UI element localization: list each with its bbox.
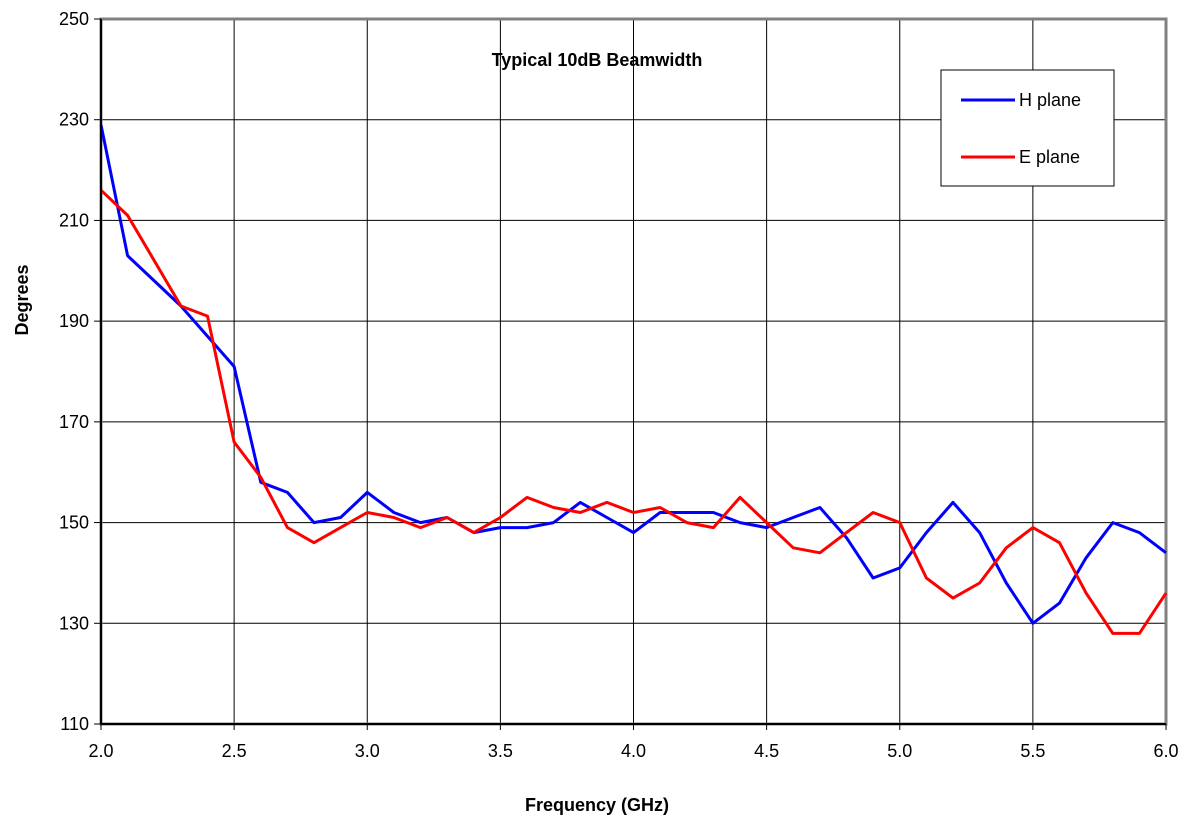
series-line-h-plane: [99, 124, 1167, 625]
x-tick-label: 4.5: [754, 741, 779, 761]
x-axis-title: Frequency (GHz): [525, 795, 669, 815]
y-axis-title: Degrees: [12, 264, 32, 335]
legend-label-e-plane: E plane: [1019, 147, 1080, 167]
series-line-e-plane: [99, 189, 1168, 635]
y-tick-label: 250: [59, 9, 89, 29]
x-tick-label: 4.0: [621, 741, 646, 761]
x-tick-label: 2.5: [222, 741, 247, 761]
y-tick-label: 110: [60, 714, 89, 734]
x-tick-label: 3.5: [488, 741, 513, 761]
axis-lines: [100, 19, 1166, 725]
legend-box: [940, 69, 1115, 187]
x-tick-label: 3.0: [355, 741, 380, 761]
y-tick-label: 130: [59, 613, 89, 633]
x-tick-label: 6.0: [1153, 741, 1178, 761]
y-tick-label: 170: [59, 412, 89, 432]
legend-label-h-plane: H plane: [1019, 90, 1081, 110]
x-tick-label: 5.0: [887, 741, 912, 761]
x-tick-label: 2.0: [88, 741, 113, 761]
series-lines: [99, 124, 1168, 635]
x-tick-label: 5.5: [1020, 741, 1045, 761]
x-axis-ticks: 2.0 2.5 3.0 3.5 4.0 4.5 5.0 5.5 6.0: [88, 724, 1179, 761]
y-tick-label: 230: [59, 110, 89, 130]
legend: H plane E plane: [940, 69, 1115, 187]
y-tick-label: 210: [59, 210, 89, 230]
y-axis-ticks: 110 130 150 170 190 210 230 250: [59, 9, 101, 734]
y-tick-label: 190: [59, 311, 89, 331]
y-tick-label: 150: [59, 513, 89, 533]
chart-title: Typical 10dB Beamwidth: [492, 50, 703, 70]
